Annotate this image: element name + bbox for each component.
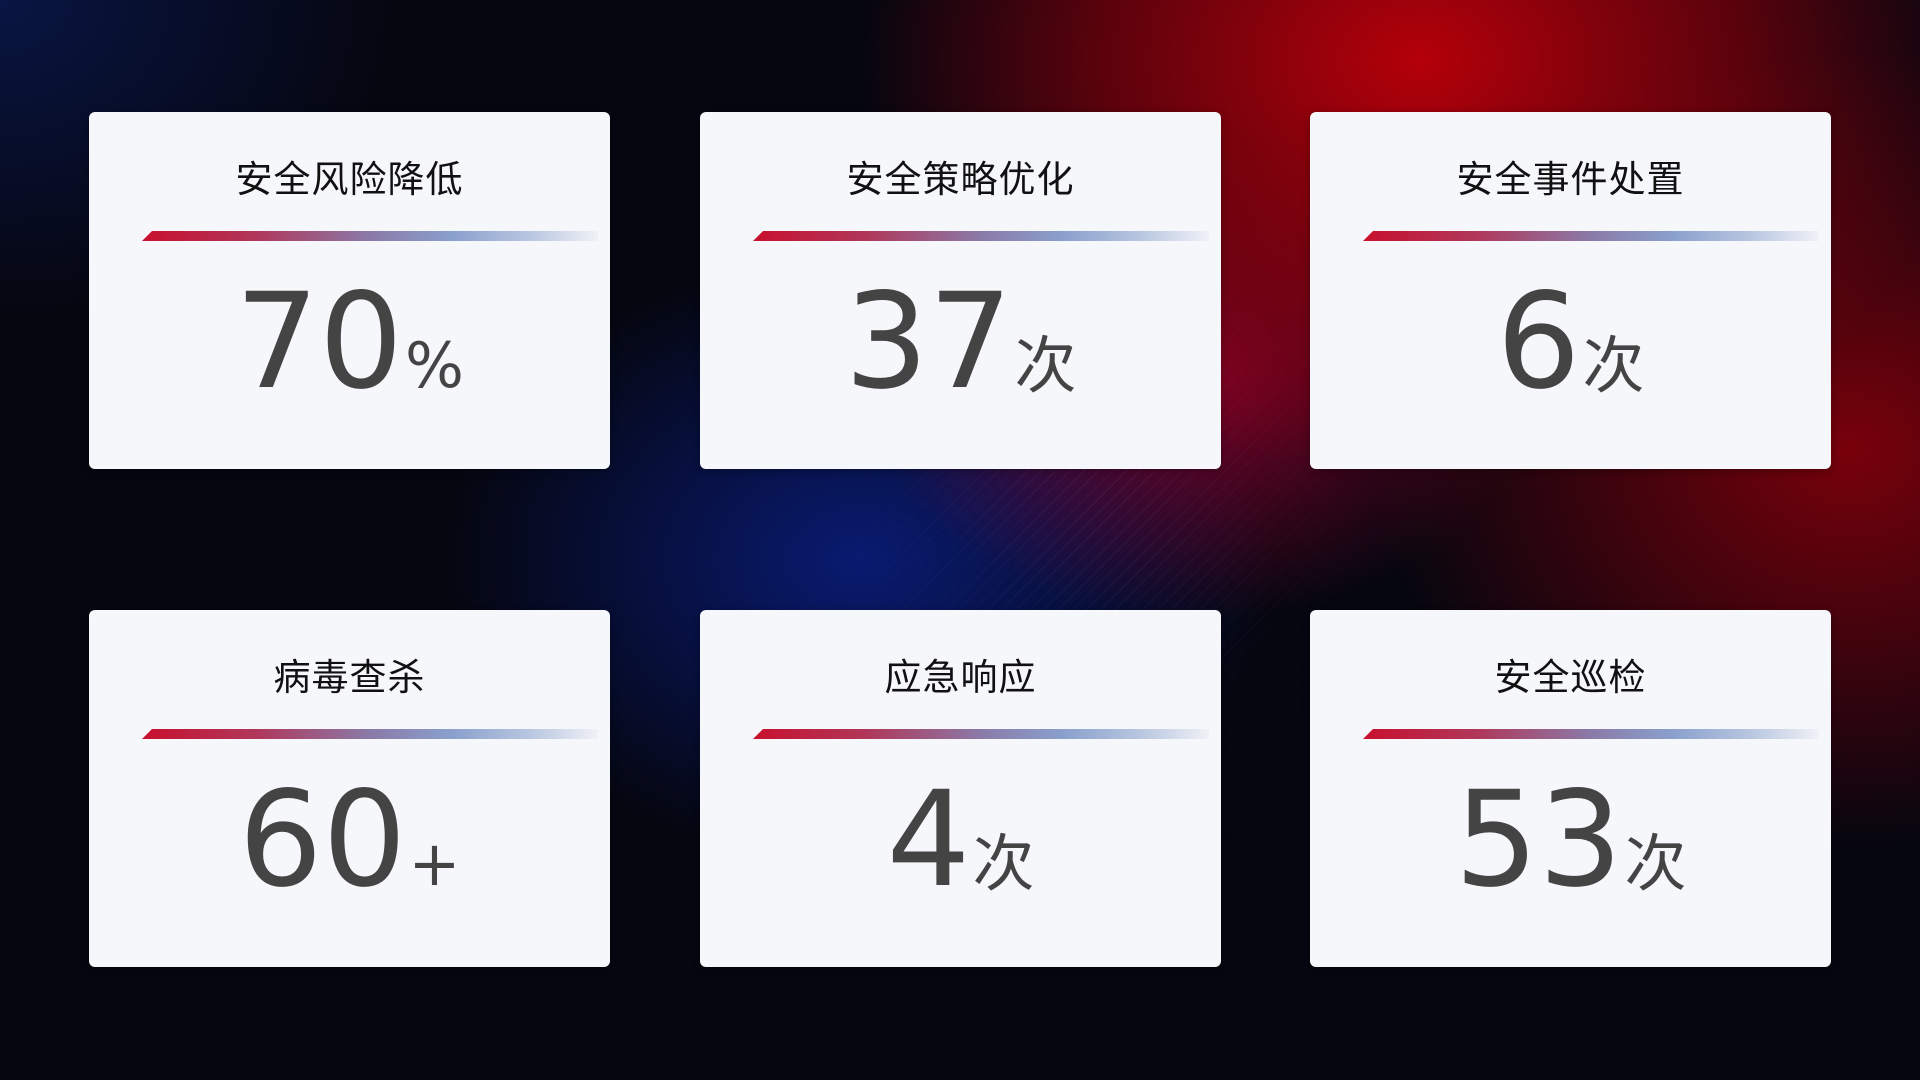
value-unit: + bbox=[408, 827, 461, 900]
card-value: 4次 bbox=[700, 770, 1221, 910]
card-title: 病毒查杀 bbox=[273, 656, 426, 699]
card-title: 安全风险降低 bbox=[235, 158, 464, 201]
stat-card-security-inspection: 安全巡检 53次 bbox=[1310, 610, 1831, 967]
stat-card-emergency-response: 应急响应 4次 bbox=[700, 610, 1221, 967]
card-title: 安全巡检 bbox=[1494, 656, 1647, 699]
value-unit: 次 bbox=[1624, 827, 1687, 900]
value-number: 37 bbox=[844, 265, 1013, 419]
card-value: 37次 bbox=[700, 272, 1221, 412]
stat-card-incident-handling: 安全事件处置 6次 bbox=[1310, 112, 1831, 469]
value-unit: 次 bbox=[1014, 329, 1077, 402]
stat-card-policy-optimization: 安全策略优化 37次 bbox=[700, 112, 1221, 469]
stat-card-virus-removal: 病毒查杀 60+ bbox=[89, 610, 610, 967]
stat-card-risk-reduction: 安全风险降低 70% bbox=[89, 112, 610, 469]
value-unit: 次 bbox=[1582, 329, 1645, 402]
card-title: 安全策略优化 bbox=[846, 158, 1075, 201]
card-title: 安全事件处置 bbox=[1456, 158, 1685, 201]
card-title: 应急响应 bbox=[884, 656, 1037, 699]
value-number: 70 bbox=[235, 265, 404, 419]
value-number: 6 bbox=[1496, 265, 1581, 419]
value-number: 4 bbox=[886, 763, 971, 917]
value-unit: % bbox=[405, 329, 464, 402]
card-value: 70% bbox=[89, 272, 610, 412]
value-number: 60 bbox=[238, 763, 407, 917]
value-number: 53 bbox=[1454, 763, 1623, 917]
value-unit: 次 bbox=[972, 827, 1035, 900]
card-divider bbox=[753, 231, 1209, 241]
card-value: 53次 bbox=[1310, 770, 1831, 910]
card-value: 6次 bbox=[1310, 272, 1831, 412]
card-value: 60+ bbox=[89, 770, 610, 910]
card-divider bbox=[1363, 231, 1819, 241]
card-divider bbox=[142, 231, 598, 241]
card-divider bbox=[142, 729, 598, 739]
card-divider bbox=[753, 729, 1209, 739]
card-divider bbox=[1363, 729, 1819, 739]
